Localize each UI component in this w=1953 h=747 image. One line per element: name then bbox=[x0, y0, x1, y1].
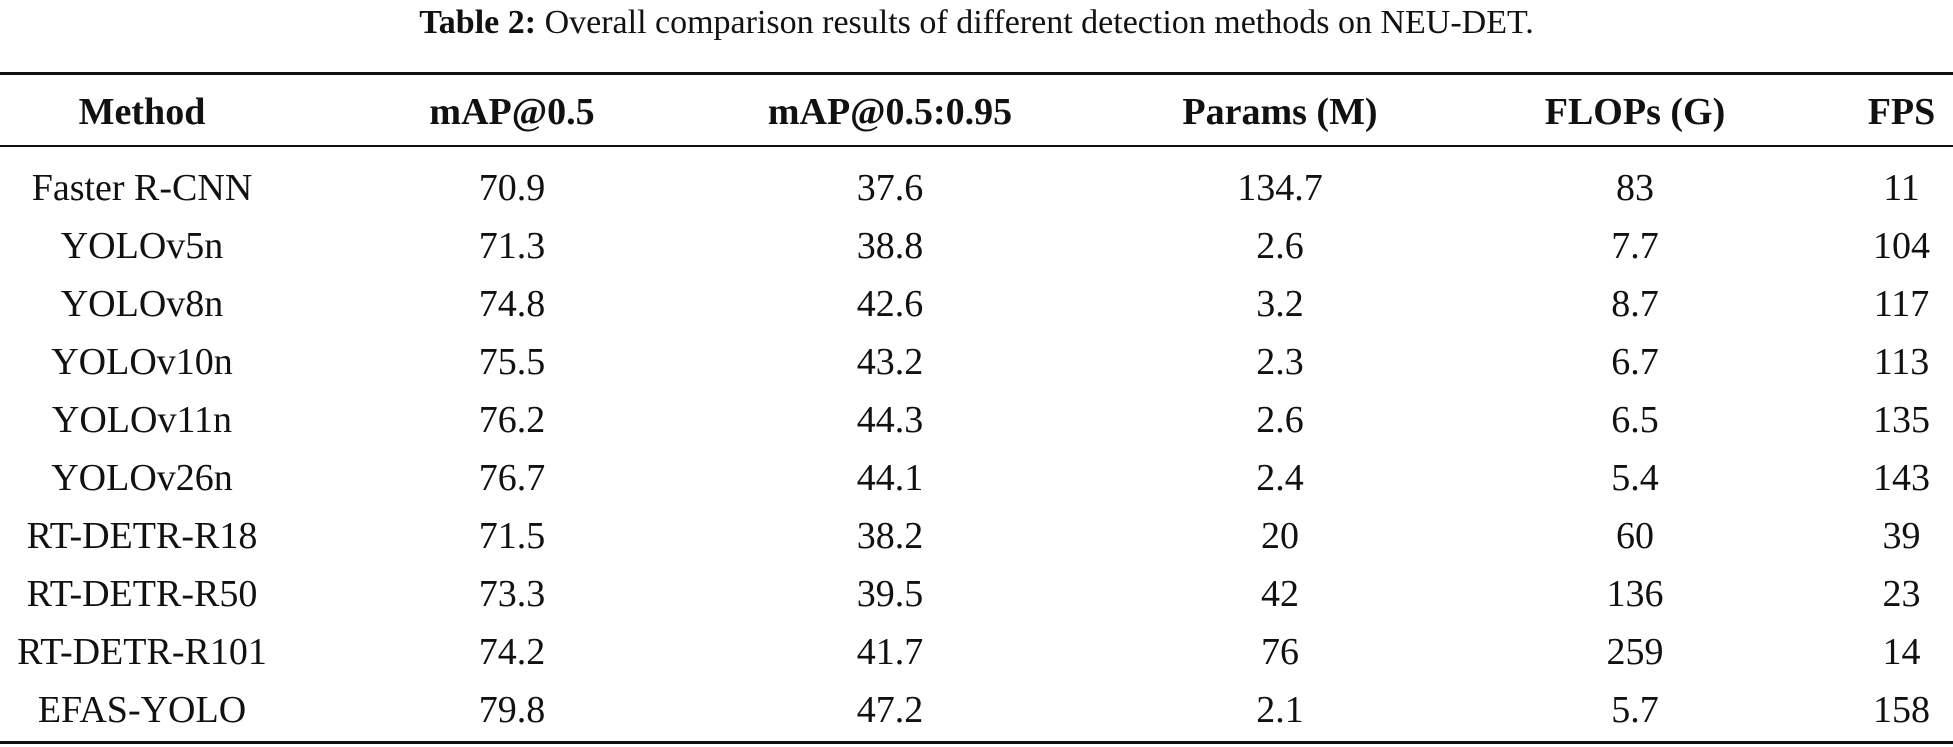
cell-params: 2.6 bbox=[1256, 225, 1304, 267]
cell-map50-95: 41.7 bbox=[856, 631, 924, 673]
cell-params: 76 bbox=[1261, 631, 1299, 673]
cell-map50-95: 44.1 bbox=[856, 457, 924, 499]
cell-map50-95: 38.2 bbox=[856, 515, 924, 557]
table-caption: Table 2: Overall comparison results of d… bbox=[0, 0, 1953, 48]
table-header-row: Method mAP@0.5 mAP@0.5:0.95 Params (M) F… bbox=[0, 83, 1953, 141]
cell-fps: 14 bbox=[1882, 631, 1921, 673]
header-fps: FPS bbox=[1867, 91, 1936, 133]
cell-method: YOLOv11n bbox=[51, 399, 233, 441]
cell-params: 42 bbox=[1261, 573, 1299, 615]
table-top-rule bbox=[0, 72, 1953, 75]
cell-method: RT-DETR-R50 bbox=[26, 573, 258, 615]
cell-method: YOLOv8n bbox=[60, 283, 224, 325]
cell-flops: 83 bbox=[1616, 167, 1654, 209]
cell-map50-95: 42.6 bbox=[856, 283, 924, 325]
cell-map50: 71.5 bbox=[478, 515, 546, 557]
table-header-rule bbox=[0, 145, 1953, 147]
cell-flops: 6.7 bbox=[1611, 341, 1659, 383]
cell-flops: 5.4 bbox=[1611, 457, 1659, 499]
table-row: YOLOv11n 76.2 44.3 2.6 6.5 135 bbox=[0, 391, 1953, 449]
cell-fps: 117 bbox=[1873, 283, 1930, 325]
cell-map50-95: 43.2 bbox=[856, 341, 924, 383]
cell-method: YOLOv26n bbox=[51, 457, 233, 499]
cell-params: 2.3 bbox=[1256, 341, 1304, 383]
cell-fps: 143 bbox=[1873, 457, 1930, 499]
cell-params: 20 bbox=[1261, 515, 1299, 557]
cell-fps: 23 bbox=[1882, 573, 1921, 615]
cell-map50-95: 39.5 bbox=[856, 573, 924, 615]
cell-map50: 76.7 bbox=[478, 457, 546, 499]
cell-params: 2.6 bbox=[1256, 399, 1304, 441]
table-row: YOLOv26n 76.7 44.1 2.4 5.4 143 bbox=[0, 449, 1953, 507]
cell-map50: 79.8 bbox=[478, 689, 546, 731]
cell-map50: 74.2 bbox=[478, 631, 546, 673]
cell-map50-95: 37.6 bbox=[856, 167, 924, 209]
cell-map50: 76.2 bbox=[478, 399, 546, 441]
table-row: YOLOv5n 71.3 38.8 2.6 7.7 104 bbox=[0, 217, 1953, 275]
caption-label: Table 2: bbox=[419, 4, 537, 41]
cell-fps: 158 bbox=[1873, 689, 1930, 731]
cell-flops: 6.5 bbox=[1611, 399, 1659, 441]
table-row: Faster R-CNN 70.9 37.6 134.7 83 11 bbox=[0, 159, 1953, 217]
cell-flops: 8.7 bbox=[1611, 283, 1659, 325]
cell-flops: 60 bbox=[1616, 515, 1654, 557]
cell-flops: 136 bbox=[1606, 573, 1664, 615]
cell-params: 134.7 bbox=[1237, 167, 1323, 209]
cell-map50: 73.3 bbox=[478, 573, 546, 615]
cell-map50: 71.3 bbox=[478, 225, 546, 267]
cell-method: Faster R-CNN bbox=[31, 167, 253, 209]
cell-map50-95: 44.3 bbox=[856, 399, 924, 441]
header-method: Method bbox=[78, 91, 206, 133]
cell-map50: 70.9 bbox=[478, 167, 546, 209]
cell-method: RT-DETR-R101 bbox=[17, 631, 267, 673]
cell-map50: 74.8 bbox=[478, 283, 546, 325]
header-params: Params (M) bbox=[1182, 91, 1378, 133]
cell-fps: 135 bbox=[1873, 399, 1930, 441]
cell-flops: 7.7 bbox=[1611, 225, 1659, 267]
cell-fps: 104 bbox=[1873, 225, 1930, 267]
cell-map50-95: 47.2 bbox=[856, 689, 924, 731]
table-row: RT-DETR-R101 74.2 41.7 76 259 14 bbox=[0, 623, 1953, 681]
table-row: RT-DETR-R18 71.5 38.2 20 60 39 bbox=[0, 507, 1953, 565]
header-flops: FLOPs (G) bbox=[1544, 91, 1726, 133]
table-row: RT-DETR-R50 73.3 39.5 42 136 23 bbox=[0, 565, 1953, 623]
header-map50: mAP@0.5 bbox=[429, 91, 595, 133]
header-map50-95: mAP@0.5:0.95 bbox=[767, 91, 1013, 133]
cell-method: EFAS-YOLO bbox=[37, 689, 247, 731]
table-row: EFAS-YOLO 79.8 47.2 2.1 5.7 158 bbox=[0, 681, 1953, 739]
cell-flops: 5.7 bbox=[1611, 689, 1659, 731]
cell-params: 3.2 bbox=[1256, 283, 1304, 325]
cell-fps: 11 bbox=[1883, 167, 1920, 209]
table-row: YOLOv10n 75.5 43.2 2.3 6.7 113 bbox=[0, 333, 1953, 391]
cell-flops: 259 bbox=[1606, 631, 1664, 673]
cell-map50-95: 38.8 bbox=[856, 225, 924, 267]
table-row: YOLOv8n 74.8 42.6 3.2 8.7 117 bbox=[0, 275, 1953, 333]
cell-fps: 113 bbox=[1873, 341, 1930, 383]
cell-method: YOLOv10n bbox=[51, 341, 233, 383]
cell-params: 2.1 bbox=[1256, 689, 1304, 731]
cell-fps: 39 bbox=[1882, 515, 1921, 557]
cell-params: 2.4 bbox=[1256, 457, 1304, 499]
table-bottom-rule bbox=[0, 741, 1953, 744]
caption-text: Overall comparison results of different … bbox=[544, 4, 1534, 41]
cell-method: YOLOv5n bbox=[60, 225, 224, 267]
cell-method: RT-DETR-R18 bbox=[26, 515, 258, 557]
cell-map50: 75.5 bbox=[478, 341, 546, 383]
